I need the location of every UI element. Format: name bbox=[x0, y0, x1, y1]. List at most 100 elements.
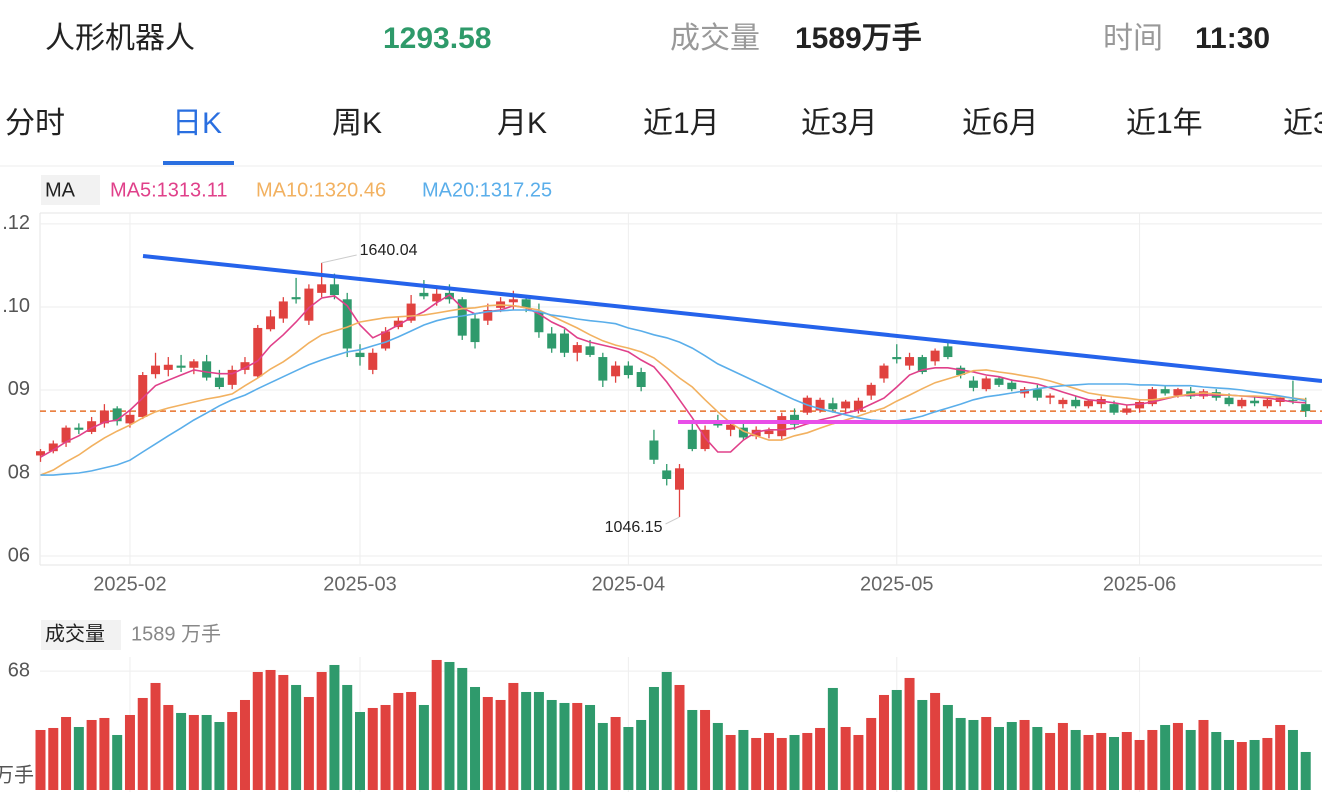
volume-bar bbox=[1019, 719, 1030, 790]
time-label: 时间 bbox=[1103, 22, 1163, 55]
volume-bar bbox=[1262, 737, 1273, 790]
volume-bar bbox=[252, 671, 263, 790]
volume-bar bbox=[1287, 729, 1298, 790]
candle-body bbox=[393, 320, 403, 328]
candle-body bbox=[917, 357, 927, 373]
volume-bar bbox=[73, 726, 84, 790]
candle-body bbox=[1007, 382, 1017, 390]
candle-body bbox=[994, 378, 1004, 385]
x-tick-label: 2025-05 bbox=[860, 573, 933, 595]
volume-bar bbox=[406, 691, 417, 790]
tab[interactable]: 近6月 bbox=[962, 107, 1039, 140]
candle-body bbox=[214, 377, 224, 388]
tab[interactable]: 近3月 bbox=[801, 107, 878, 140]
candle-body bbox=[457, 299, 467, 336]
volume-bar bbox=[291, 684, 302, 790]
tab[interactable]: 近1月 bbox=[643, 107, 720, 140]
volume-bar bbox=[316, 671, 327, 790]
candle-body bbox=[968, 380, 978, 388]
marks: .12 .10 09 08 06 2025-02 2025-03 2025-04 2025-05… bbox=[2, 212, 1322, 792]
candle-body bbox=[700, 429, 710, 450]
volume-bar bbox=[355, 711, 365, 790]
candle-body bbox=[1109, 404, 1119, 413]
candle-body bbox=[1224, 397, 1234, 405]
volume-bar bbox=[482, 696, 493, 790]
tab[interactable]: 周K bbox=[332, 107, 382, 140]
x-tick-label: 2025-04 bbox=[592, 573, 665, 595]
volume-bar bbox=[610, 716, 621, 790]
legend-box bbox=[41, 175, 100, 205]
candle-body bbox=[1058, 399, 1068, 405]
volume-bar bbox=[674, 684, 685, 790]
volume-bar bbox=[329, 664, 340, 790]
candle-body bbox=[943, 346, 953, 358]
trend-line bbox=[142, 254, 1322, 383]
volume-bar bbox=[942, 704, 953, 790]
candle-body bbox=[828, 403, 838, 410]
volume-bar bbox=[1045, 732, 1056, 790]
candle-body bbox=[662, 470, 672, 479]
volume-bar bbox=[201, 714, 212, 790]
volume-bar bbox=[930, 692, 941, 790]
candle-body bbox=[99, 410, 109, 424]
candle-body bbox=[278, 301, 288, 319]
annotation-leader bbox=[321, 254, 357, 264]
volume-bar bbox=[636, 719, 647, 790]
volume-bar bbox=[176, 712, 187, 790]
volume-bar bbox=[163, 704, 174, 790]
volume-bar bbox=[1249, 739, 1260, 790]
volume-bar bbox=[585, 704, 596, 790]
volume-bar bbox=[278, 674, 289, 790]
tab[interactable]: 分时 bbox=[5, 107, 65, 140]
tab-active[interactable]: 日K bbox=[172, 107, 222, 140]
volume-bar bbox=[994, 726, 1004, 790]
volume-bar bbox=[968, 719, 979, 790]
tab[interactable]: 近3 bbox=[1283, 107, 1322, 140]
volume-bar bbox=[99, 717, 110, 790]
volume-bar bbox=[904, 677, 915, 790]
ma-line bbox=[40, 304, 1306, 476]
tab[interactable]: 月K bbox=[497, 107, 547, 140]
candle-body bbox=[585, 346, 595, 355]
volume-bar bbox=[1236, 741, 1247, 790]
candle-body bbox=[508, 299, 518, 303]
candle-body bbox=[163, 364, 173, 370]
candle-body bbox=[841, 401, 851, 409]
volume-bar bbox=[1083, 734, 1094, 790]
candle-body bbox=[266, 316, 276, 330]
volume-bar bbox=[431, 659, 442, 790]
volume-bar bbox=[521, 691, 532, 790]
y-tick-label: 09 bbox=[8, 378, 30, 400]
volume-bar bbox=[188, 714, 199, 790]
candle-body bbox=[138, 375, 148, 417]
volume-label: 成交量 bbox=[670, 22, 760, 55]
volume-bar bbox=[763, 732, 774, 790]
volume-bar bbox=[712, 722, 723, 790]
candle-body bbox=[930, 350, 940, 362]
volume-title-box bbox=[41, 620, 121, 650]
candle-body bbox=[202, 361, 212, 378]
volume-bar bbox=[393, 692, 404, 790]
volume-bar bbox=[214, 721, 225, 790]
candle-body bbox=[905, 357, 915, 366]
tab[interactable]: 近1年 bbox=[1126, 107, 1203, 140]
volume-bar bbox=[1147, 729, 1158, 790]
volume-bar bbox=[1160, 724, 1171, 790]
candle-body bbox=[1198, 391, 1208, 397]
candle-body bbox=[981, 378, 991, 390]
volume-bar bbox=[124, 714, 135, 790]
candle-body bbox=[713, 423, 723, 426]
volume-bar bbox=[1300, 751, 1311, 790]
candle-body bbox=[36, 451, 45, 456]
candle-body bbox=[1122, 408, 1132, 413]
legend-entry: MA5:1313.11 bbox=[110, 179, 228, 201]
candle-body bbox=[687, 429, 697, 450]
candle-body bbox=[317, 284, 327, 293]
volume-bar bbox=[815, 727, 826, 790]
volume-bar bbox=[35, 729, 46, 790]
candle-body bbox=[879, 365, 889, 379]
volume-bar bbox=[981, 716, 992, 790]
volume-bar bbox=[878, 694, 889, 790]
candle-body bbox=[432, 293, 442, 302]
candle-body bbox=[381, 331, 391, 349]
